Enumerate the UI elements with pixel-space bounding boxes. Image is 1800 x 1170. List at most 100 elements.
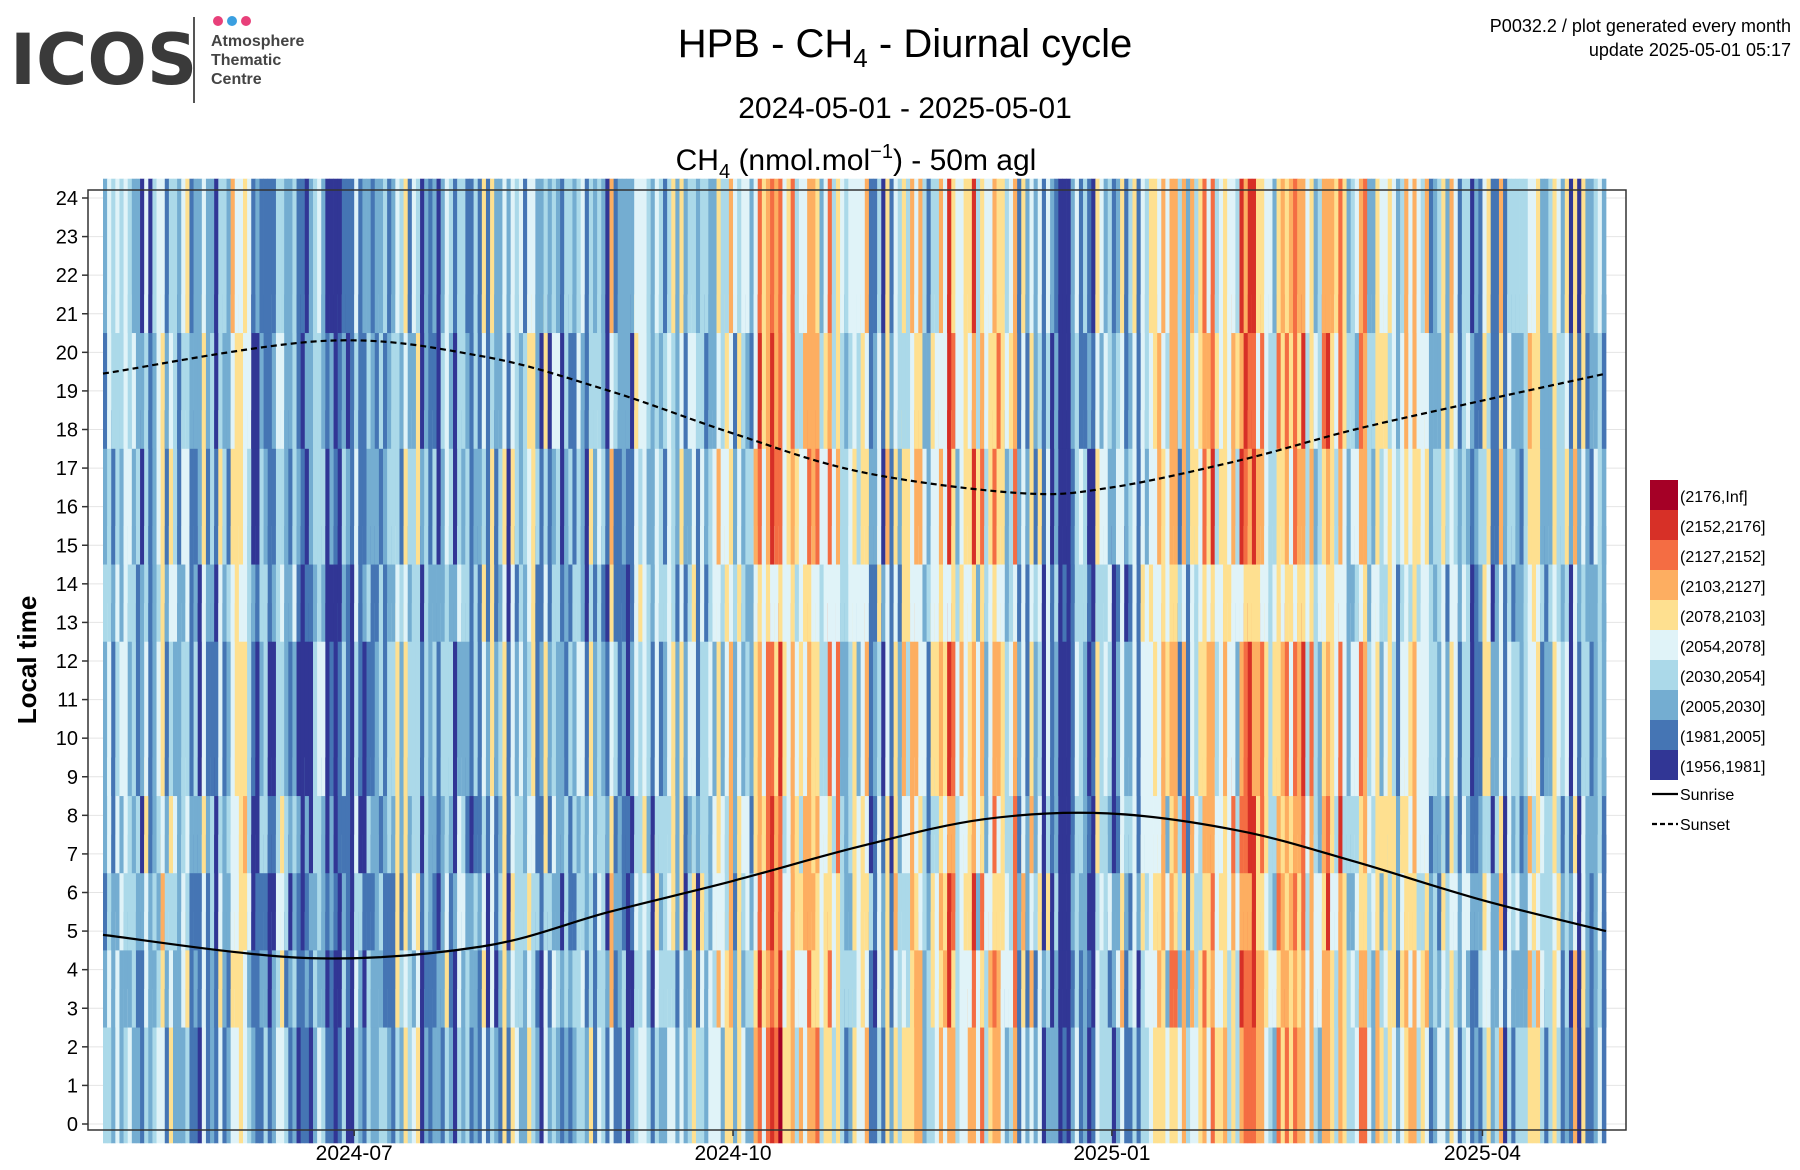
heatmap-cell [160, 178, 166, 334]
heatmap-cell [897, 757, 903, 874]
heatmap-cell [370, 525, 376, 642]
heatmap-cell [399, 834, 404, 951]
heatmap-cell [399, 911, 404, 1028]
heatmap-cell [560, 178, 565, 334]
heatmap-cell [523, 911, 528, 1028]
heatmap-cell [1243, 410, 1249, 565]
heatmap-cell [959, 988, 964, 1144]
heatmap-cell [337, 294, 343, 449]
heatmap-cell [383, 294, 388, 449]
heatmap-cell [955, 294, 960, 449]
heatmap-cell [1181, 410, 1187, 565]
heatmap-cell [560, 834, 565, 951]
heatmap-cell [679, 294, 684, 449]
heatmap-cell [803, 525, 808, 642]
heatmap-cell [218, 988, 223, 1144]
heatmap-cell [835, 410, 841, 565]
heatmap-cell [827, 911, 833, 1028]
heatmap-cell [1210, 294, 1216, 449]
heatmap-cell [395, 911, 400, 1028]
heatmap-cell [214, 603, 219, 797]
heatmap-cell [1293, 178, 1298, 334]
heatmap-cell [1218, 410, 1224, 565]
heatmap-cell [984, 525, 989, 642]
heatmap-cell [1544, 178, 1549, 334]
heatmap-cell [1437, 603, 1442, 797]
heatmap-cell [127, 294, 133, 449]
heatmap-cell [967, 988, 973, 1144]
heatmap-cell [1070, 911, 1076, 1028]
heatmap-cell [1087, 603, 1092, 797]
heatmap-cell [597, 525, 602, 642]
heatmap-cell [951, 834, 956, 951]
heatmap-cell [1511, 757, 1516, 874]
heatmap-cell [770, 911, 775, 1028]
heatmap-cell [1552, 988, 1557, 1144]
heatmap-cell [1136, 603, 1142, 797]
heatmap-cell [275, 525, 281, 642]
heatmap-cell [345, 603, 351, 797]
heatmap-cell [1498, 294, 1504, 449]
heatmap-cell [378, 525, 384, 642]
heatmap-cell [1358, 757, 1364, 874]
heatmap-cell [477, 410, 483, 565]
heatmap-cell [1157, 603, 1162, 797]
heatmap-cell [564, 178, 569, 334]
heatmap-cell [135, 178, 141, 334]
heatmap-cell [115, 988, 120, 1144]
heatmap-cell [1424, 988, 1430, 1144]
heatmap-cell [280, 988, 285, 1144]
heatmap-cell [1198, 988, 1203, 1144]
heatmap-cell [803, 911, 808, 1028]
heatmap-cell [1173, 294, 1179, 449]
heatmap-cell [1190, 757, 1195, 874]
heatmap-cell [630, 603, 635, 797]
heatmap-cell [704, 178, 709, 334]
heatmap-cell [506, 988, 512, 1144]
heatmap-cell [185, 525, 190, 642]
legend: (2176,Inf](2152,2176](2127,2152](2103,21… [1650, 480, 1765, 834]
heatmap-cell [881, 603, 886, 797]
heatmap-cell [1391, 178, 1397, 334]
heatmap-cell [745, 911, 750, 1028]
heatmap-cell [1585, 525, 1590, 642]
heatmap-cell [757, 525, 763, 642]
heatmap-cell [440, 911, 446, 1028]
heatmap-cell [453, 525, 458, 642]
heatmap-cell [374, 178, 380, 334]
heatmap-cell [988, 410, 993, 565]
heatmap-cell [597, 294, 602, 449]
heatmap-cell [1358, 410, 1364, 565]
heatmap-cell [1527, 410, 1533, 565]
heatmap-cell [922, 410, 927, 565]
heatmap-cell [617, 757, 623, 874]
heatmap-cell [1457, 603, 1463, 797]
heatmap-cell [119, 525, 124, 642]
heatmap-cell [720, 757, 726, 874]
heatmap-cell [251, 294, 256, 449]
heatmap-cell [1185, 834, 1191, 951]
heatmap-cell [284, 911, 289, 1028]
heatmap-cell [947, 410, 952, 565]
heatmap-cell [572, 603, 577, 797]
heatmap-cell [267, 603, 273, 797]
heatmap-cell [852, 757, 857, 874]
heatmap-cell [523, 603, 528, 797]
heatmap-cell [444, 834, 450, 951]
heatmap-cell [881, 410, 886, 565]
heatmap-cell [798, 757, 804, 874]
heatmap-cell [535, 410, 540, 565]
heatmap-cell [584, 757, 590, 874]
heatmap-cell [868, 988, 874, 1144]
heatmap-cell [930, 603, 936, 797]
heatmap-cell [605, 603, 610, 797]
heatmap-cell [1367, 294, 1372, 449]
heatmap-cell [1017, 294, 1022, 449]
heatmap-cell [275, 410, 281, 565]
heatmap-cell [691, 834, 697, 951]
heatmap-cell [770, 988, 775, 1144]
heatmap-cell [1083, 988, 1088, 1144]
heatmap-cell [1428, 294, 1434, 449]
heatmap-cell [444, 178, 450, 334]
heatmap-cell [778, 410, 783, 565]
